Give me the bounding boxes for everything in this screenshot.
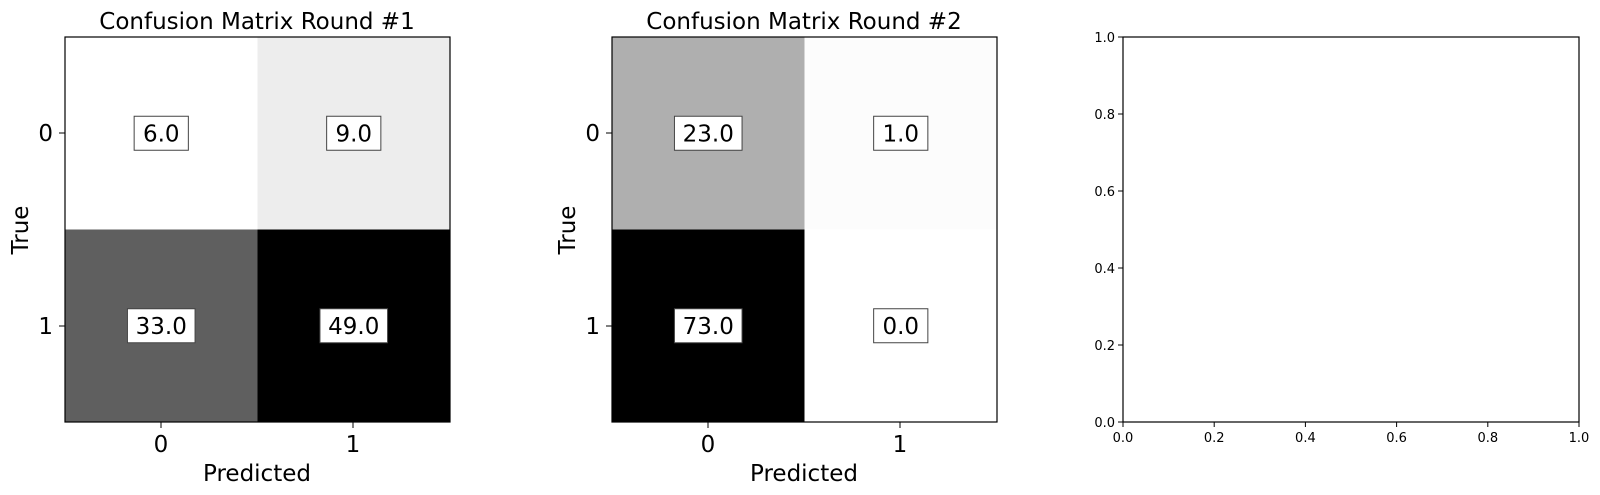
panel-3-ticks: 0.0 0.2 0.4 0.6 0.8 1.0 0.0 0.2 0.4 0.6 0.8 1.0 [1094,31,1589,446]
cell-value-label-r0-c1: 1.0 [882,121,919,147]
panel-2-ytick-label-1: 1 [585,314,600,340]
empty-axes-panel-3: 0.0 0.2 0.4 0.6 0.8 1.0 0.0 0.2 0.4 0.6 0.8 1.0 [1094,31,1589,446]
panel-1-frame [64,36,451,423]
panel-2-ylabel: True [555,206,581,256]
cell-value-label-r0-c0: 6.0 [143,121,180,147]
panel-3-ytick-label-3: 0.6 [1094,185,1115,200]
cell-value-label-r1-c1: 49.0 [328,314,379,340]
cell-value-label-r0-c0: 23.0 [683,121,734,147]
panel-1-xtick-label-0: 0 [154,432,169,458]
panel-3-ytick-label-5: 1.0 [1094,31,1115,46]
panel-1-ylabel: True [8,206,34,256]
panel-1-ytick-label-0: 0 [38,121,53,147]
panel-2-xlabel: Predicted [750,461,858,487]
panel-3-xtick-label-0: 0.0 [1113,431,1134,446]
panel-2-frame [611,36,998,423]
panel-3-xtick-label-1: 0.2 [1204,431,1225,446]
cell-value-label-r1-c0: 33.0 [136,314,187,340]
panel-2-xtick-label-1: 1 [893,432,908,458]
panel-3-xtick-label-2: 0.4 [1295,431,1316,446]
panel-3-xtick-label-4: 0.8 [1477,431,1498,446]
cell-value-box-r1-c1 [319,308,389,344]
confusion-matrix-panel-2: Confusion Matrix Round #2 23.0 1.0 73.0 0.0… [555,9,998,487]
panel-2-ytick-label-0: 0 [585,121,600,147]
panel-3-ytick-label-0: 0.0 [1094,416,1115,431]
cell-value-label-r0-c1: 9.0 [335,121,372,147]
cell-value-label-r1-c1: 0.0 [882,314,919,340]
panel-1-title: Confusion Matrix Round #1 [99,9,414,35]
cell-value-box-r1-c0 [126,308,196,344]
panel-3-ytick-label-2: 0.4 [1094,262,1115,277]
panel-1-ytick-label-1: 1 [38,314,53,340]
panel-1-cells: 6.0 9.0 33.0 49.0 [65,37,451,423]
cell-value-box-r1-c0 [673,308,743,344]
panel-2-cells: 23.0 1.0 73.0 0.0 [612,37,998,423]
panel-3-xtick-label-5: 1.0 [1569,431,1590,446]
panel-3-xtick-label-3: 0.6 [1386,431,1407,446]
cell-value-box-r0-c1 [326,115,382,151]
confusion-matrix-panel-1: Confusion Matrix Round #1 6.0 9.0 33.0 49.0… [8,9,451,487]
cell-value-box-r1-c1 [873,308,929,344]
cell-value-box-r0-c1 [873,115,929,151]
cell-value-box-r0-c0 [133,115,189,151]
panel-3-ytick-label-4: 0.8 [1094,108,1115,123]
panel-1-xlabel: Predicted [203,461,311,487]
panel-2-xtick-label-0: 0 [701,432,716,458]
panel-3-ytick-label-1: 0.2 [1094,339,1115,354]
cell-value-label-r1-c0: 73.0 [683,314,734,340]
cell-value-box-r0-c0 [673,115,743,151]
panel-1-xtick-label-1: 1 [346,432,361,458]
panel-2-title: Confusion Matrix Round #2 [646,9,961,35]
panel-3-frame [1122,36,1580,423]
